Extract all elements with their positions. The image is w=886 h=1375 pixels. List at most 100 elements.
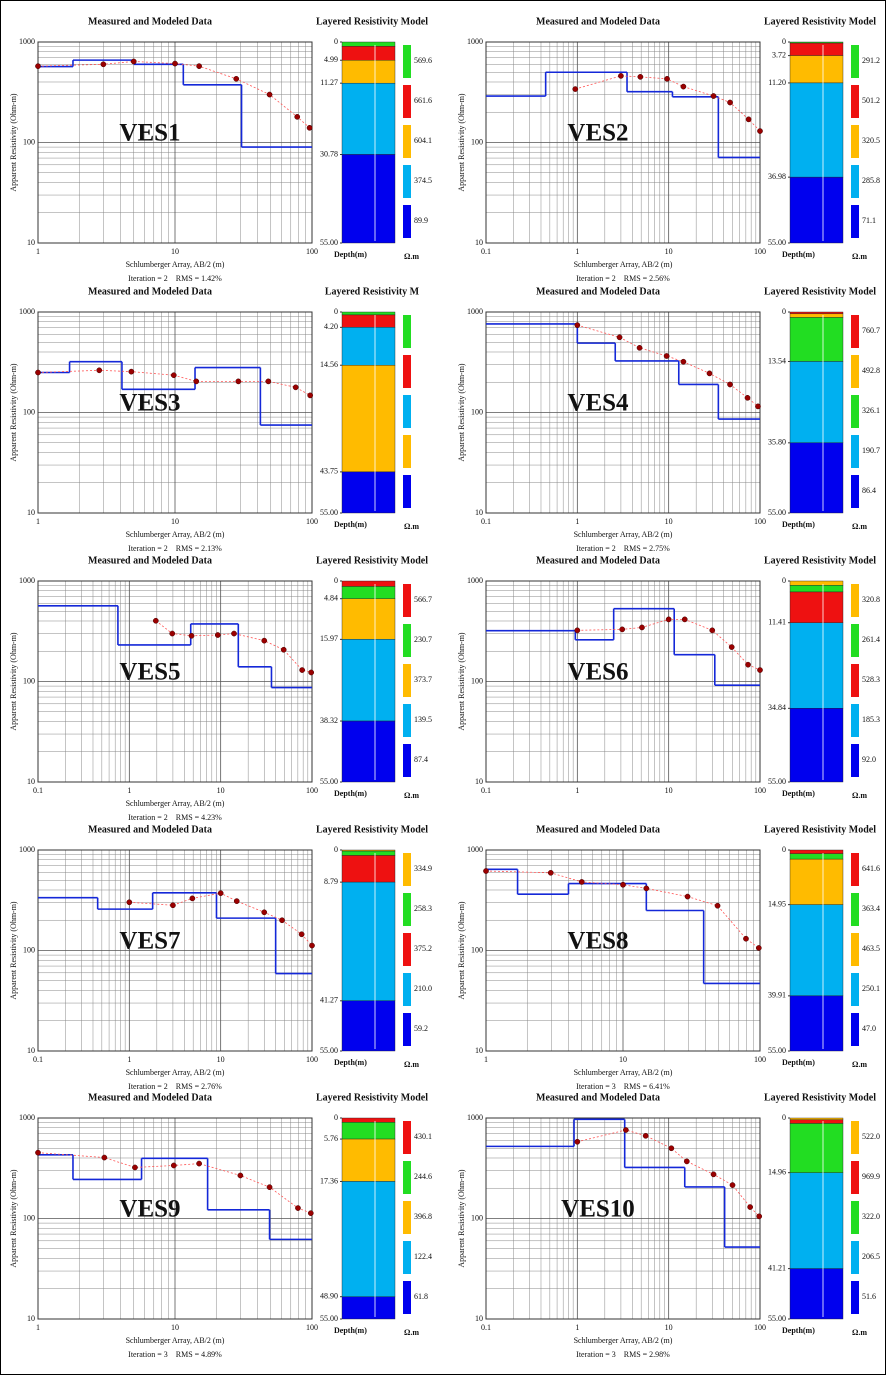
measured-point [620,881,626,888]
measured-point [233,898,240,904]
legend-value: 566.7 [414,595,432,604]
legend-swatch [851,315,859,348]
measured-point [132,1164,138,1171]
layer [341,314,396,328]
x-tick-label: 10 [665,247,673,256]
measured-point [706,370,713,377]
layer [789,313,844,318]
legend-swatch [403,205,411,238]
x-tick-label: 0.1 [33,786,43,795]
y-axis-label: Apparent Resistivity (Ohm-m) [457,1169,466,1268]
legend-value: 374.5 [414,176,432,185]
y-tick-label: 100 [23,137,35,146]
measured-point [231,630,237,637]
y-axis-label: Apparent Resistivity (Ohm-m) [457,632,466,731]
fit-note: Iteration = 2 RMS = 2.76% [128,1082,222,1091]
y-tick-label: 100 [23,676,35,685]
legend-swatch [403,853,411,886]
measured-point [233,75,240,82]
depth-tick-label: 0 [782,1113,786,1122]
measured-point [299,667,305,673]
depth-label: Depth(m) [782,520,815,529]
layer [341,1122,396,1140]
legend-value: 604.1 [414,136,432,145]
legend-swatch [851,893,859,926]
measured-point [757,667,763,673]
measured-point [756,1213,763,1220]
layer [789,361,844,444]
fit-curve [129,892,313,946]
legend-value: 139.5 [414,715,432,724]
legend-value: 320.8 [862,595,880,604]
x-tick-label: 1 [575,247,579,256]
depth-tick-label: 55.00 [768,238,786,247]
measured-point [714,902,721,909]
depth-label: Depth(m) [782,1326,815,1335]
legend-swatch [403,165,411,198]
fit-note: Iteration = 3 RMS = 4.89% [128,1350,222,1359]
x-tick-label: 1 [36,247,40,256]
fit-note: Iteration = 2 RMS = 2.75% [576,544,670,553]
x-tick-label: 10 [171,1323,179,1332]
legend-value: 322.0 [862,1212,880,1221]
measured-point [280,646,287,653]
measured-point [745,116,752,123]
measured-point [745,661,751,668]
y-tick-label: 10 [27,777,35,786]
layer [789,849,844,854]
legend-value: 528.3 [862,675,880,684]
measured-point [35,1149,41,1156]
legend-value: 122.4 [414,1252,432,1261]
measured-point [574,627,581,634]
legend-swatch [403,1281,411,1314]
plot-frame [37,311,313,514]
chart-title: Measured and Modeled Data [536,824,660,835]
sounding-label: VES6 [567,659,628,686]
measured-point [747,1204,753,1210]
measured-point [727,99,733,106]
layer [789,1117,844,1121]
layer [341,471,396,514]
layer [341,720,396,783]
y-tick-label: 10 [27,238,35,247]
depth-tick-label: 0 [334,845,338,854]
measured-point [169,630,176,637]
legend-swatch [403,624,411,657]
y-axis-label: Apparent Resistivity (Ohm-m) [9,901,18,1000]
sounding-label: VES8 [567,928,628,955]
y-tick-label: 1000 [467,576,483,585]
depth-tick-label: 0 [334,37,338,46]
model-title: Layered Resistivity Model [764,555,876,566]
y-tick-label: 100 [23,945,35,954]
depth-tick-label: 55.00 [768,508,786,517]
legend-value: 363.4 [862,904,880,913]
x-tick-label: 0.1 [481,786,491,795]
measured-point [193,378,200,385]
layer [341,41,396,47]
sounding-label: VES4 [567,390,629,417]
depth-tick-label: 4.20 [324,322,338,331]
measured-point [294,113,301,120]
chart-title: Measured and Modeled Data [536,16,660,27]
measured-point [266,1184,273,1191]
depth-tick-label: 55.00 [768,777,786,786]
depth-label: Depth(m) [334,1326,367,1335]
legend-swatch [851,1013,859,1046]
depth-tick-label: 4.99 [324,55,338,64]
chart-title: Measured and Modeled Data [536,1092,660,1103]
fit-note: Iteration = 2 RMS = 4.23% [128,813,222,822]
x-tick-label: 10 [619,1055,627,1064]
x-tick-label: 100 [306,247,318,256]
depth-tick-label: 41.21 [768,1263,786,1272]
plot-frame [485,41,761,244]
model-title: Layered Resistivity Model [316,824,428,835]
measured-point [743,935,749,942]
legend-value: 501.2 [862,96,880,105]
legend-swatch [851,395,859,428]
x-tick-label: 10 [217,786,225,795]
legend-swatch [403,125,411,158]
sounding-label: VES2 [567,120,628,147]
depth-tick-label: 8.79 [324,877,338,886]
legend-swatch [403,1241,411,1274]
